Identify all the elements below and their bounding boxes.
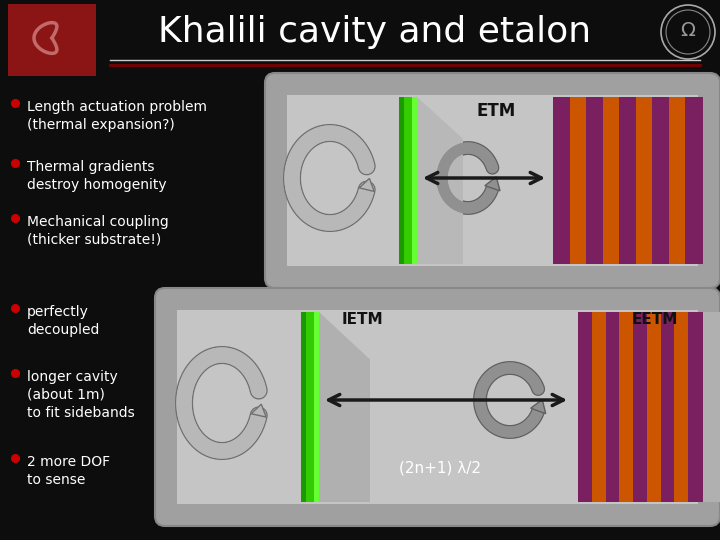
Bar bbox=[8, 4, 96, 76]
Bar bbox=[592, 312, 606, 502]
FancyBboxPatch shape bbox=[155, 288, 720, 526]
Bar bbox=[177, 310, 698, 504]
Text: longer cavity
(about 1m)
to fit sidebands: longer cavity (about 1m) to fit sideband… bbox=[27, 370, 135, 420]
Bar bbox=[412, 97, 417, 264]
Text: (2n+1) λ/2: (2n+1) λ/2 bbox=[399, 461, 481, 476]
Bar bbox=[633, 312, 647, 502]
Bar bbox=[603, 97, 620, 264]
Polygon shape bbox=[319, 312, 370, 502]
Bar bbox=[685, 97, 703, 264]
Bar bbox=[570, 97, 587, 264]
Text: Mechanical coupling
(thicker substrate!): Mechanical coupling (thicker substrate!) bbox=[27, 215, 168, 247]
Polygon shape bbox=[251, 404, 266, 417]
Text: perfectly
decoupled: perfectly decoupled bbox=[27, 305, 99, 337]
Bar bbox=[553, 97, 570, 264]
Bar bbox=[399, 97, 404, 264]
Bar bbox=[306, 312, 314, 502]
Bar bbox=[647, 312, 661, 502]
Polygon shape bbox=[359, 178, 374, 192]
FancyBboxPatch shape bbox=[265, 73, 720, 288]
Text: ETM: ETM bbox=[477, 102, 516, 120]
Text: Ω: Ω bbox=[680, 21, 696, 39]
Bar bbox=[619, 312, 634, 502]
Bar bbox=[287, 95, 698, 266]
Polygon shape bbox=[485, 177, 500, 191]
Bar bbox=[606, 312, 620, 502]
Polygon shape bbox=[417, 97, 463, 264]
Polygon shape bbox=[531, 400, 546, 414]
Bar bbox=[688, 312, 703, 502]
Bar bbox=[661, 312, 675, 502]
Bar bbox=[404, 97, 412, 264]
Bar bbox=[636, 97, 653, 264]
Bar bbox=[652, 97, 670, 264]
Bar bbox=[669, 97, 686, 264]
Bar bbox=[619, 97, 636, 264]
Text: IETM: IETM bbox=[342, 313, 384, 327]
Bar bbox=[586, 97, 603, 264]
Text: 2 more DOF
to sense: 2 more DOF to sense bbox=[27, 455, 110, 487]
Bar bbox=[578, 312, 593, 502]
Text: Khalili cavity and etalon: Khalili cavity and etalon bbox=[158, 15, 592, 49]
Text: Thermal gradients
destroy homogenity: Thermal gradients destroy homogenity bbox=[27, 160, 166, 192]
Bar bbox=[314, 312, 319, 502]
Bar bbox=[301, 312, 306, 502]
Text: EETM: EETM bbox=[632, 313, 678, 327]
Text: Length actuation problem
(thermal expansion?): Length actuation problem (thermal expans… bbox=[27, 100, 207, 132]
Bar bbox=[675, 312, 689, 502]
Bar bbox=[702, 312, 720, 502]
